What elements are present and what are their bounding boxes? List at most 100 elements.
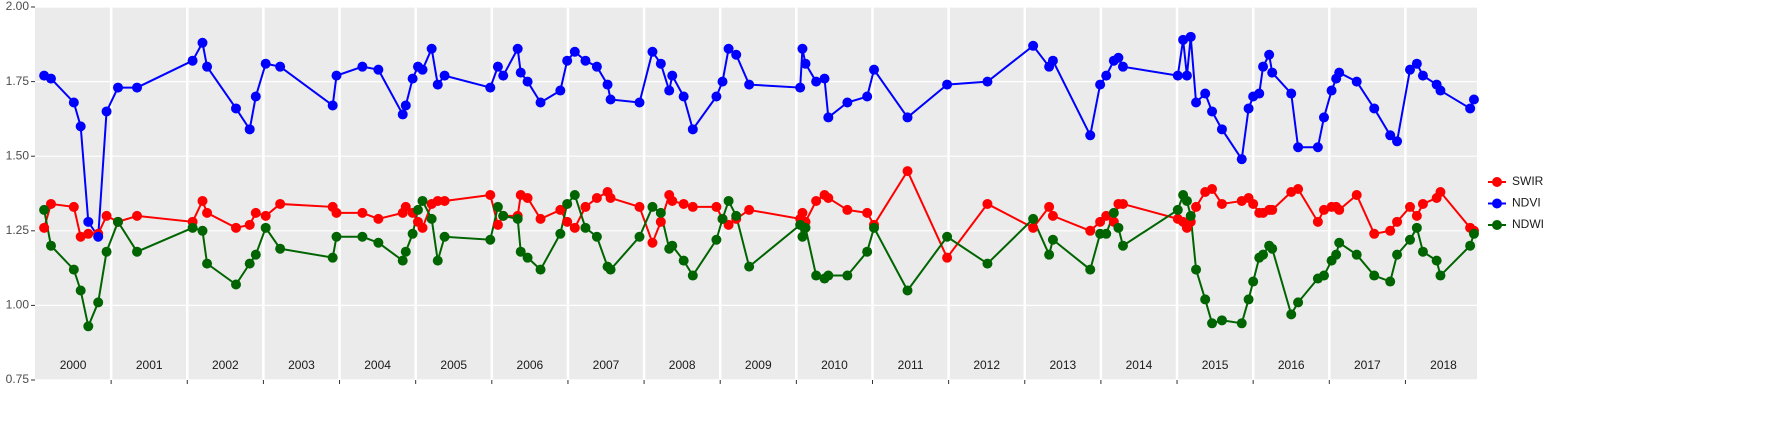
data-point bbox=[1236, 154, 1247, 165]
data-point bbox=[327, 252, 338, 263]
data-point bbox=[39, 204, 50, 215]
data-point bbox=[1185, 31, 1196, 42]
data-point bbox=[1468, 94, 1479, 105]
data-point bbox=[1405, 64, 1416, 75]
data-point bbox=[902, 112, 913, 123]
y-tick-label: 1.00 bbox=[6, 298, 30, 312]
data-point bbox=[498, 70, 509, 81]
data-point bbox=[1117, 61, 1128, 72]
data-point bbox=[602, 79, 613, 90]
data-point bbox=[1318, 204, 1329, 215]
data-point bbox=[230, 279, 241, 290]
data-point bbox=[407, 73, 418, 84]
data-point bbox=[250, 207, 261, 218]
data-point bbox=[902, 285, 913, 296]
data-point bbox=[515, 67, 526, 78]
data-point bbox=[562, 216, 573, 227]
data-point bbox=[797, 43, 808, 54]
data-point bbox=[357, 61, 368, 72]
data-point bbox=[417, 64, 428, 75]
data-point bbox=[202, 61, 213, 72]
data-point bbox=[485, 234, 496, 245]
data-point bbox=[439, 70, 450, 81]
data-point bbox=[275, 198, 286, 209]
data-point bbox=[1351, 249, 1362, 260]
data-point bbox=[1044, 201, 1055, 212]
data-point bbox=[555, 204, 566, 215]
y-tick-label: 2.00 bbox=[6, 0, 30, 13]
data-point bbox=[569, 189, 580, 200]
data-point bbox=[569, 222, 580, 233]
data-point bbox=[580, 55, 591, 66]
data-point bbox=[1101, 210, 1112, 221]
year-label: 2014 bbox=[1126, 358, 1153, 372]
year-label: 2007 bbox=[593, 358, 620, 372]
data-point bbox=[1435, 270, 1446, 281]
data-point bbox=[426, 213, 437, 224]
data-point bbox=[862, 91, 873, 102]
data-point bbox=[942, 79, 953, 90]
data-point bbox=[711, 234, 722, 245]
data-point bbox=[112, 82, 123, 93]
data-point bbox=[197, 37, 208, 48]
data-point bbox=[1207, 318, 1218, 329]
year-label: 2000 bbox=[60, 358, 87, 372]
data-point bbox=[535, 264, 546, 275]
data-point bbox=[634, 97, 645, 108]
data-point bbox=[75, 231, 86, 242]
data-point bbox=[647, 46, 658, 57]
data-point bbox=[1236, 318, 1247, 329]
data-point bbox=[1334, 67, 1345, 78]
data-point bbox=[197, 225, 208, 236]
data-point bbox=[1318, 112, 1329, 123]
data-point bbox=[982, 76, 993, 87]
data-point bbox=[373, 213, 384, 224]
data-point bbox=[1392, 216, 1403, 227]
data-point bbox=[432, 79, 443, 90]
data-point bbox=[1085, 264, 1096, 275]
data-point bbox=[1207, 184, 1218, 195]
data-point bbox=[1417, 246, 1428, 257]
data-point bbox=[1200, 294, 1211, 305]
data-point bbox=[485, 82, 496, 93]
data-point bbox=[93, 297, 104, 308]
data-point bbox=[244, 258, 255, 269]
data-point bbox=[432, 195, 443, 206]
data-point bbox=[667, 240, 678, 251]
year-label: 2015 bbox=[1202, 358, 1229, 372]
data-point bbox=[634, 201, 645, 212]
data-point bbox=[101, 246, 112, 257]
data-point bbox=[667, 70, 678, 81]
data-point bbox=[1113, 52, 1124, 63]
year-label: 2009 bbox=[745, 358, 772, 372]
data-point bbox=[647, 237, 658, 248]
data-point bbox=[397, 109, 408, 120]
year-label: 2006 bbox=[517, 358, 544, 372]
data-point bbox=[83, 321, 94, 332]
data-point bbox=[591, 61, 602, 72]
data-point bbox=[1200, 88, 1211, 99]
data-point bbox=[485, 189, 496, 200]
data-point bbox=[1113, 222, 1124, 233]
data-point bbox=[1326, 85, 1337, 96]
data-point bbox=[1405, 234, 1416, 245]
data-point bbox=[862, 246, 873, 257]
data-point bbox=[45, 198, 56, 209]
data-point bbox=[942, 252, 953, 263]
data-point bbox=[744, 204, 755, 215]
data-point bbox=[819, 73, 830, 84]
data-point bbox=[1411, 58, 1422, 69]
data-point bbox=[112, 216, 123, 227]
data-point bbox=[811, 195, 822, 206]
data-point bbox=[132, 82, 143, 93]
data-point bbox=[678, 255, 689, 266]
data-point bbox=[562, 55, 573, 66]
data-point bbox=[1044, 249, 1055, 260]
data-point bbox=[678, 198, 689, 209]
data-point bbox=[711, 201, 722, 212]
data-point bbox=[1191, 264, 1202, 275]
data-point bbox=[842, 204, 853, 215]
data-point bbox=[515, 246, 526, 257]
data-point bbox=[1117, 198, 1128, 209]
data-point bbox=[800, 58, 811, 69]
